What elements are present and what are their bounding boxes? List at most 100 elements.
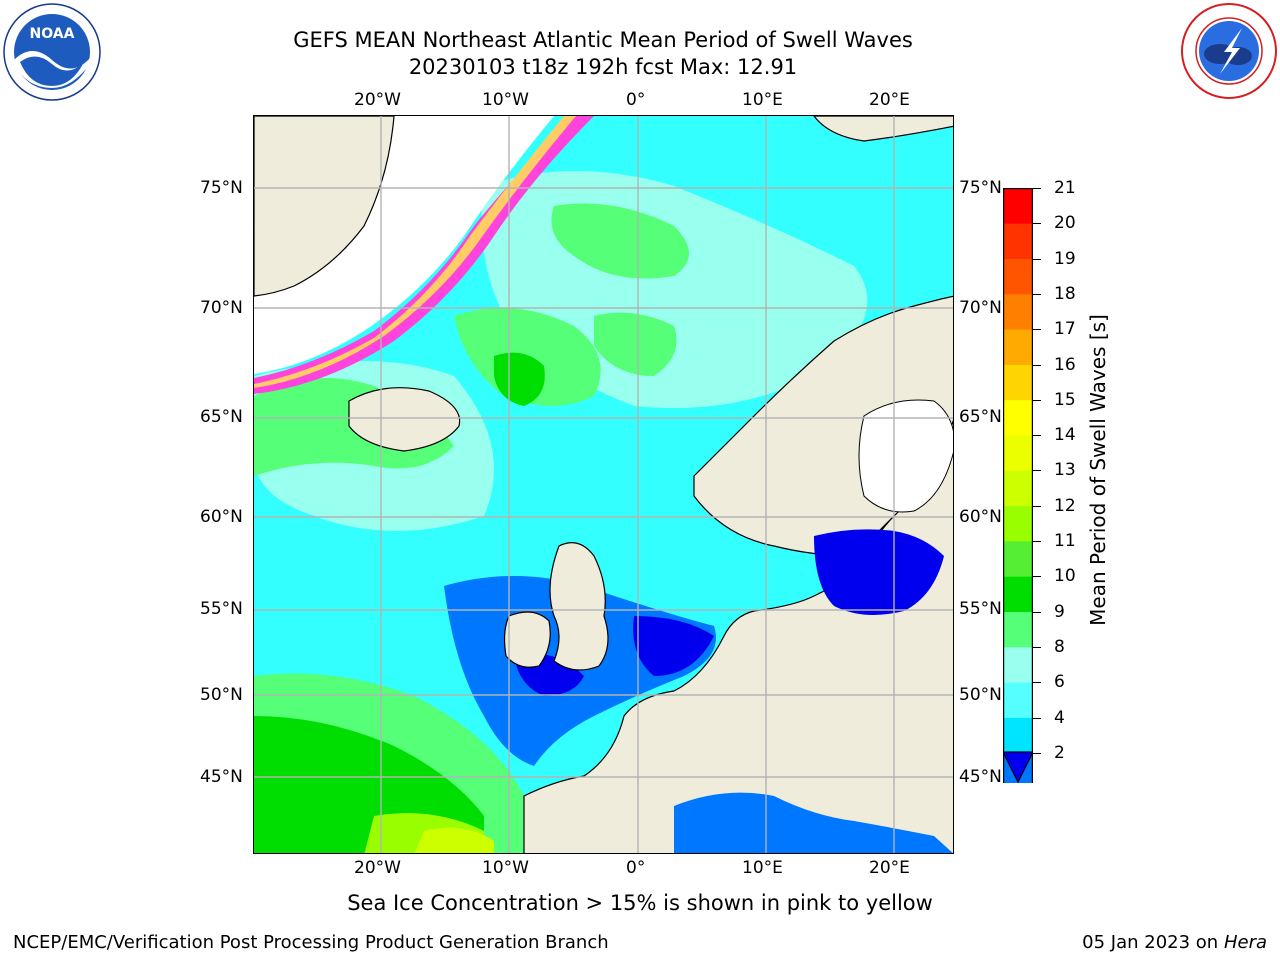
colorbar-tick-label: 14 xyxy=(1054,425,1076,446)
colorbar-band xyxy=(1003,293,1033,330)
lat-tick-left: 75°N xyxy=(200,178,243,198)
lat-tick-left: 45°N xyxy=(200,767,243,787)
greenland-land xyxy=(254,116,395,297)
footer-date-text: 05 Jan 2023 on xyxy=(1082,932,1224,953)
colorbar-band xyxy=(1003,470,1033,507)
lat-tick-left: 55°N xyxy=(200,599,243,619)
lon-tick-top: 20°W xyxy=(354,90,401,110)
colorbar-tick-mark xyxy=(1033,435,1041,437)
colorbar-band xyxy=(1003,541,1033,577)
colorbar-label: Mean Period of Swell Waves [s] xyxy=(1086,314,1110,626)
colorbar-tick-label: 6 xyxy=(1054,672,1065,693)
lon-tick-bottom: 10°E xyxy=(742,858,783,878)
colorbar-tick-mark xyxy=(1033,223,1041,225)
lon-tick-bottom: 20°E xyxy=(869,858,910,878)
colorbar-band xyxy=(1003,717,1033,754)
footer-host: Hera xyxy=(1223,932,1267,953)
baltic-sea xyxy=(814,529,944,615)
nws-logo xyxy=(1180,2,1278,100)
colorbar-band xyxy=(1003,258,1033,295)
colorbar-tick-label: 8 xyxy=(1054,636,1065,657)
colorbar-tick-mark xyxy=(1033,752,1041,754)
colorbar-tick-mark xyxy=(1033,682,1041,684)
lat-tick-left: 65°N xyxy=(200,407,243,427)
colorbar-tick-label: 19 xyxy=(1054,248,1076,269)
swell-band-9-10 xyxy=(551,203,689,279)
colorbar-tick-label: 13 xyxy=(1054,460,1076,481)
great-britain-land xyxy=(549,542,609,671)
colorbar-tick-label: 12 xyxy=(1054,495,1076,516)
colorbar-band xyxy=(1003,329,1033,365)
colorbar-tick-mark xyxy=(1033,576,1041,578)
colorbar-tick-mark xyxy=(1033,188,1041,189)
lon-tick-top: 20°E xyxy=(869,90,910,110)
colorbar-tick-label: 18 xyxy=(1054,283,1076,304)
colorbar-under-triangle xyxy=(1002,751,1034,784)
colorbar-tick-label: 17 xyxy=(1054,319,1076,340)
swell-band-9-10 xyxy=(594,312,677,376)
snow-cover xyxy=(858,399,953,513)
lon-tick-top: 10°E xyxy=(742,90,783,110)
colorbar-tick-mark xyxy=(1033,505,1041,507)
colorbar-tick-label: 9 xyxy=(1054,601,1065,622)
colorbar-tick-mark xyxy=(1033,399,1041,401)
sea-ice-edge xyxy=(254,116,576,388)
colorbar-tick-mark xyxy=(1033,611,1041,613)
footer-producer: NCEP/EMC/Verification Post Processing Pr… xyxy=(13,932,609,953)
noaa-logo: NOAA xyxy=(2,2,102,102)
colorbar-tick-label: 4 xyxy=(1054,707,1065,728)
colorbar-tick-label: 2 xyxy=(1054,742,1065,763)
colorbar-band xyxy=(1003,223,1033,259)
iceland-land xyxy=(348,387,461,452)
swell-band-10-11 xyxy=(494,352,545,406)
colorbar-band xyxy=(1003,188,1033,224)
colorbar-tick-label: 15 xyxy=(1054,389,1076,410)
footer-date: 05 Jan 2023 on Hera xyxy=(1082,932,1267,954)
colorbar-tick-label: 10 xyxy=(1054,566,1076,587)
colorbar-band xyxy=(1003,646,1033,683)
colorbar-band xyxy=(1003,682,1033,718)
map-title: GEFS MEAN Northeast Atlantic Mean Period… xyxy=(293,28,913,52)
ireland-land xyxy=(503,611,551,668)
map-panel xyxy=(253,115,954,854)
lat-tick-right: 75°N xyxy=(959,178,1002,198)
lat-tick-left: 60°N xyxy=(200,507,243,527)
colorbar-tick-label: 16 xyxy=(1054,354,1076,375)
mediterranean-sea xyxy=(674,792,953,853)
svalbard-land xyxy=(813,116,953,142)
colorbar-tick-mark xyxy=(1033,329,1041,331)
colorbar-band xyxy=(1003,399,1033,436)
colorbar-tick-mark xyxy=(1033,258,1041,260)
colorbar-band xyxy=(1003,435,1033,471)
noaa-logo-text: NOAA xyxy=(30,26,75,42)
colorbar-tick-mark xyxy=(1033,646,1041,648)
sea-ice-note: Sea Ice Concentration > 15% is shown in … xyxy=(347,891,933,915)
colorbar-tick-label: 11 xyxy=(1054,531,1076,551)
lat-tick-right: 70°N xyxy=(959,298,1002,318)
lat-tick-right: 55°N xyxy=(959,599,1002,619)
colorbar-band xyxy=(1003,364,1033,401)
colorbar-tick-mark xyxy=(1033,364,1041,366)
colorbar-tick-mark xyxy=(1033,717,1041,719)
swell-band-12-13 xyxy=(414,827,494,853)
lat-tick-left: 50°N xyxy=(200,685,243,705)
colorbar-tick-mark xyxy=(1033,541,1041,542)
lon-tick-bottom: 10°W xyxy=(482,858,529,878)
lat-tick-right: 45°N xyxy=(959,767,1002,787)
lon-tick-bottom: 0° xyxy=(626,858,646,878)
lat-tick-right: 60°N xyxy=(959,507,1002,527)
swell-band-under-2 xyxy=(633,616,714,676)
graticule xyxy=(254,116,953,853)
lat-tick-right: 50°N xyxy=(959,685,1002,705)
colorbar-band xyxy=(1003,576,1033,612)
colorbar-tick-mark xyxy=(1033,470,1041,472)
colorbar-tick-label: 20 xyxy=(1054,213,1076,234)
lon-tick-bottom: 20°W xyxy=(354,858,401,878)
lon-tick-top: 0° xyxy=(626,90,646,110)
lat-tick-left: 70°N xyxy=(200,298,243,318)
map-subtitle: 20230103 t18z 192h fcst Max: 12.91 xyxy=(408,55,798,79)
colorbar xyxy=(1002,188,1034,790)
colorbar-tick-mark xyxy=(1033,293,1041,295)
lat-tick-right: 65°N xyxy=(959,407,1002,427)
colorbar-band xyxy=(1003,505,1033,542)
